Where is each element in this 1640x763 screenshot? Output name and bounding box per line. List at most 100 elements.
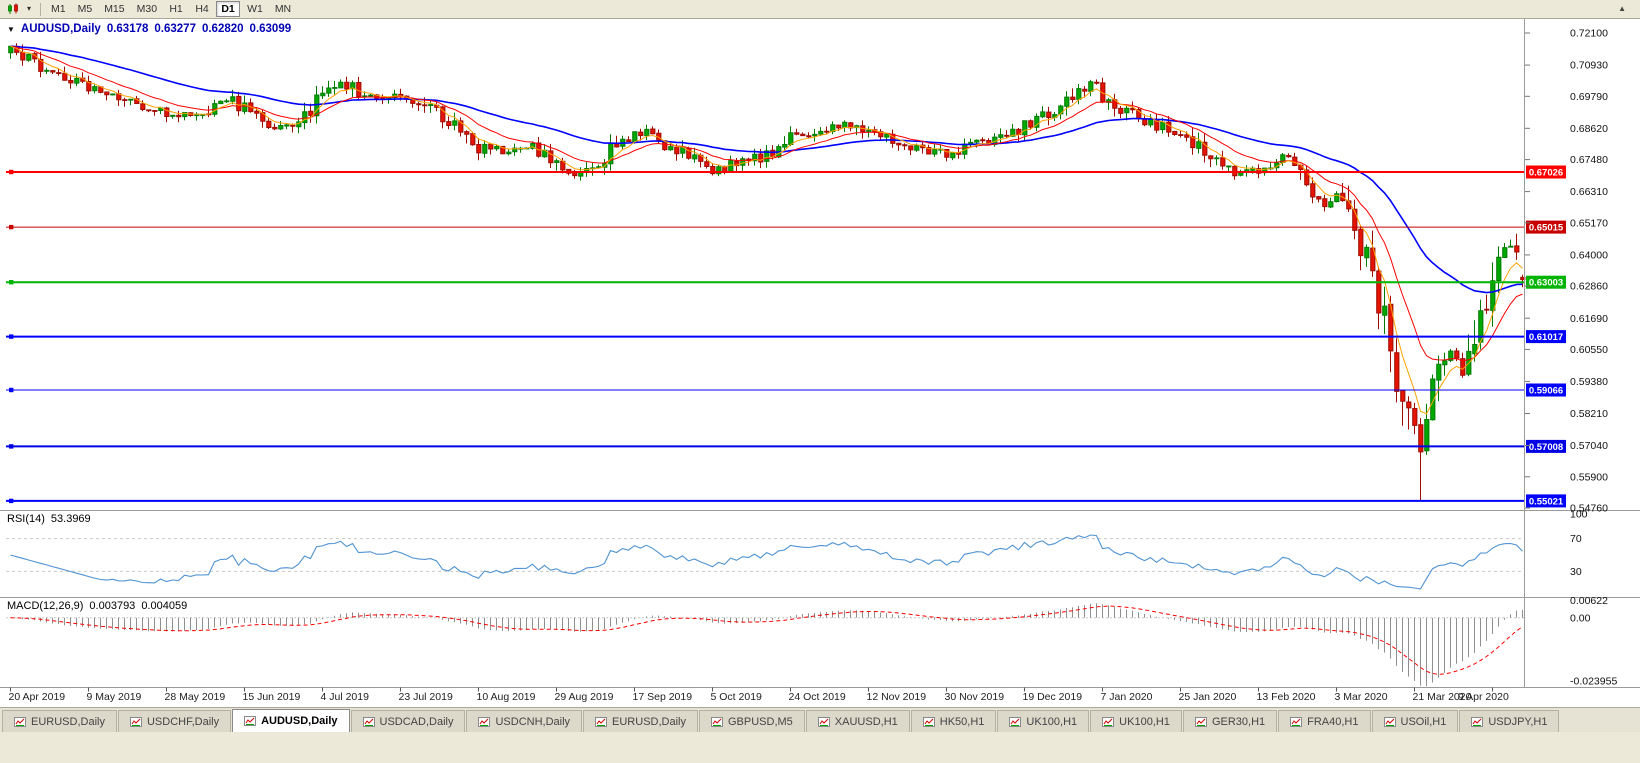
price-tag-label: 0.59066 bbox=[1529, 386, 1563, 397]
tab-eurusd-daily-5[interactable]: EURUSD,Daily bbox=[583, 710, 698, 732]
chart-canvas[interactable]: 0.67026 0.65015 0.63003 0.61017 0.59066 0.570… bbox=[0, 19, 1640, 707]
level-0.65015[interactable]: 0.65015 bbox=[6, 220, 1566, 234]
mini-chart-icon bbox=[362, 716, 375, 727]
ma-fast-line bbox=[10, 45, 1523, 415]
timeframe-button-m15[interactable]: M15 bbox=[104, 3, 125, 15]
date-label: 19 Dec 2019 bbox=[1023, 691, 1083, 703]
macd-scale-label: -0.023955 bbox=[1570, 676, 1617, 688]
candlestick-chart-icon bbox=[8, 3, 18, 14]
tab-label: GER30,H1 bbox=[1211, 715, 1266, 728]
level-handle[interactable] bbox=[9, 387, 14, 393]
mini-chart-icon bbox=[711, 716, 723, 727]
date-label: 13 Feb 2020 bbox=[1257, 691, 1316, 703]
level-0.61017[interactable]: 0.61017 bbox=[6, 330, 1566, 344]
y-axis-label: 0.62860 bbox=[1570, 281, 1608, 293]
date-label: 7 Jan 2020 bbox=[1101, 691, 1153, 703]
tab-uk100-h1-9[interactable]: UK100,H1 bbox=[997, 710, 1090, 732]
ma-slow-line bbox=[10, 45, 1523, 294]
level-handle[interactable] bbox=[9, 444, 14, 449]
level-handle[interactable] bbox=[9, 280, 14, 285]
mini-chart-icon bbox=[244, 716, 257, 726]
date-label: 12 Nov 2019 bbox=[867, 691, 927, 703]
date-label: 9 Apr 2020 bbox=[1458, 691, 1509, 703]
price-tag bbox=[1526, 383, 1566, 397]
rsi-panel: 100 70 30 bbox=[6, 509, 1588, 590]
timeframe-button-m5[interactable]: M5 bbox=[77, 3, 93, 15]
mini-chart-icon bbox=[129, 716, 142, 727]
date-axis: 20 Apr 2019 9 May 2019 28 May 2019 15 Jun 2… bbox=[9, 687, 1509, 703]
candlestick-chart-type-icon[interactable] bbox=[5, 1, 23, 17]
tab-usdchf-daily-1[interactable]: USDCHF,Daily bbox=[117, 710, 232, 732]
symbol-dropdown-icon[interactable]: ▼ bbox=[7, 24, 15, 34]
tab-label: UK100,H1 bbox=[1119, 715, 1170, 728]
date-label: 3 Mar 2020 bbox=[1335, 691, 1388, 703]
ohlc-low: 0.62820 bbox=[201, 23, 244, 35]
timeframe-button-m30[interactable]: M30 bbox=[136, 3, 158, 15]
price-tag bbox=[1526, 220, 1566, 234]
level-0.63003[interactable]: 0.63003 bbox=[6, 275, 1566, 289]
tab-label: HK50,H1 bbox=[939, 715, 985, 728]
y-axis-label: 0.57040 bbox=[1570, 440, 1608, 452]
y-axis-label: 0.66310 bbox=[1570, 186, 1608, 198]
level-handle[interactable] bbox=[9, 224, 14, 230]
chart-type-caret-icon[interactable]: ▾ bbox=[26, 4, 31, 13]
mini-chart-icon bbox=[922, 716, 935, 727]
ohlc-close: 0.63099 bbox=[249, 23, 292, 35]
timeframe-button-mn[interactable]: MN bbox=[274, 3, 292, 15]
tab-label: GBPUSD,M5 bbox=[728, 715, 793, 728]
mini-chart-icon bbox=[817, 716, 830, 727]
timeframe-button-h4[interactable]: H4 bbox=[195, 3, 209, 15]
rsi-line bbox=[10, 534, 1523, 590]
date-label: 20 Apr 2019 bbox=[9, 691, 66, 703]
tab-usdjpy-h1-14[interactable]: USDJPY,H1 bbox=[1459, 710, 1560, 732]
y-axis-label: 0.69790 bbox=[1570, 91, 1608, 103]
tab-usdcnh-daily-4[interactable]: USDCNH,Daily bbox=[466, 710, 583, 732]
rsi-title: RSI(14) bbox=[7, 513, 45, 525]
macd-histogram bbox=[16, 603, 1523, 687]
chart-toolbar: ▾ M1 M5 M15 M30 H1 H4 D1 W1 MN ▲ bbox=[0, 0, 1640, 19]
tab-audusd-daily-2[interactable]: AUDUSD,Daily bbox=[232, 709, 350, 732]
date-label: 30 Nov 2019 bbox=[945, 691, 1005, 703]
macd-main-value: 0.003793 bbox=[89, 600, 136, 612]
ohlc-open: 0.63178 bbox=[106, 23, 149, 35]
level-0.55021[interactable]: 0.55021 bbox=[6, 494, 1566, 508]
tab-uk100-h1-10[interactable]: UK100,H1 bbox=[1090, 710, 1182, 732]
price-tag-label: 0.61017 bbox=[1529, 332, 1563, 343]
tab-ger30-h1-11[interactable]: GER30,H1 bbox=[1182, 710, 1278, 732]
macd-signal-line bbox=[10, 605, 1523, 675]
tab-usoil-h1-13[interactable]: USOil,H1 bbox=[1371, 710, 1459, 732]
y-axis-label: 0.65170 bbox=[1570, 217, 1608, 229]
tab-gbpusd-m5-6[interactable]: GBPUSD,M5 bbox=[699, 710, 805, 732]
tab-xauusd-h1-7[interactable]: XAUUSD,H1 bbox=[805, 710, 910, 732]
timeframe-button-h1[interactable]: H1 bbox=[169, 3, 183, 15]
timeframe-button-m1[interactable]: M1 bbox=[51, 3, 66, 15]
date-label: 25 Jan 2020 bbox=[1179, 691, 1237, 703]
y-axis-label: 0.72100 bbox=[1570, 28, 1608, 40]
rsi-indicator-label: RSI(14) 53.3969 bbox=[7, 513, 91, 525]
level-handle[interactable] bbox=[9, 334, 14, 339]
tab-hk50-h1-8[interactable]: HK50,H1 bbox=[910, 710, 997, 732]
timeframe-button-d1[interactable]: D1 bbox=[216, 1, 241, 17]
chart-shift-icon[interactable]: ▲ bbox=[1618, 4, 1626, 13]
level-0.57008[interactable]: 0.57008 bbox=[6, 439, 1566, 453]
tab-label: EURUSD,Daily bbox=[31, 715, 105, 728]
mini-chart-icon bbox=[14, 716, 26, 727]
y-axis-label: 0.68620 bbox=[1570, 123, 1608, 135]
date-label: 10 Aug 2019 bbox=[477, 691, 536, 703]
level-handle[interactable] bbox=[9, 169, 14, 175]
chart-ohlc-header: ▼ AUDUSD,Daily 0.63178 0.63277 0.62820 0… bbox=[7, 23, 291, 35]
date-label: 5 Oct 2019 bbox=[711, 691, 763, 703]
tab-fra40-h1-12[interactable]: FRA40,H1 bbox=[1278, 710, 1371, 732]
timeframe-button-w1[interactable]: W1 bbox=[247, 3, 263, 15]
y-axis-label: 0.54760 bbox=[1570, 503, 1608, 515]
tab-label: USOil,H1 bbox=[1400, 715, 1447, 728]
price-tag-label: 0.63003 bbox=[1529, 278, 1563, 289]
level-0.67026[interactable]: 0.67026 bbox=[6, 165, 1566, 179]
tab-eurusd-daily-0[interactable]: EURUSD,Daily bbox=[2, 710, 117, 732]
tab-label: USDCHF,Daily bbox=[146, 715, 220, 728]
tab-label: USDCNH,Daily bbox=[495, 715, 571, 728]
level-handle[interactable] bbox=[9, 498, 14, 504]
tab-usdcad-daily-3[interactable]: USDCAD,Daily bbox=[350, 710, 466, 732]
date-label: 15 Jun 2019 bbox=[243, 691, 301, 703]
level-0.59066[interactable]: 0.59066 bbox=[6, 383, 1566, 397]
